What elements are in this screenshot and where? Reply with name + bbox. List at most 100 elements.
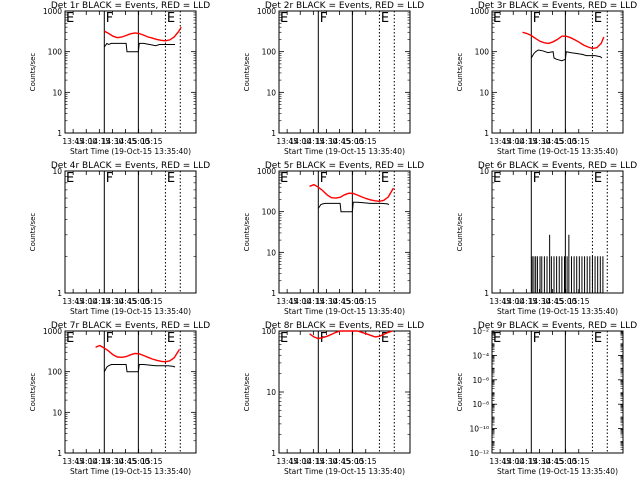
x-tick-label: 14:45 xyxy=(115,137,137,146)
y-axis-label: Counts/sec xyxy=(29,373,37,412)
chart-panel-2: Det 2r BLACK = Events, RED = LLD 1 10 100 10… xyxy=(243,1,424,156)
y-axis-label: Counts/sec xyxy=(243,53,251,92)
chart-panel-3: Det 3r BLACK = Events, RED = LLD 1 10 100 10… xyxy=(456,1,637,156)
y-tick-label: 1 xyxy=(484,289,489,298)
x-tick-label: 15:00 xyxy=(128,137,150,146)
x-tick-label: 15:15 xyxy=(141,457,163,466)
x-tick-label: 13:45 xyxy=(489,457,511,466)
y-tick-label: 1000 xyxy=(43,327,62,336)
x-tick-label: 14:30 xyxy=(102,297,124,306)
lld-series-line xyxy=(309,330,393,340)
marker-label: F xyxy=(106,11,113,26)
x-tick-label: 14:30 xyxy=(316,297,338,306)
x-tick-label: 15:15 xyxy=(141,297,163,306)
x-axis-label: Start Time (19-Oct-15 13:35:40) xyxy=(70,467,191,476)
y-tick-label: 10 xyxy=(52,408,62,417)
chart-panel-4: Det 4r BLACK = Events, RED = LLD 1 10 13:45… xyxy=(29,161,210,316)
x-tick-label: 15:00 xyxy=(342,297,364,306)
y-tick-label: 10 xyxy=(266,88,276,97)
y-tick-label: 10⁻⁶ xyxy=(472,376,489,385)
marker-label: F xyxy=(106,171,113,186)
chart-title: Det 3r BLACK = Events, RED = LLD xyxy=(478,1,637,11)
x-tick-label: 14:00 xyxy=(75,137,97,146)
y-axis-label: Counts/sec xyxy=(243,213,251,252)
x-tick-label: 14:45 xyxy=(115,297,137,306)
y-tick-label: 10 xyxy=(479,167,489,176)
x-axis-label: Start Time (19-Oct-15 13:35:40) xyxy=(70,307,191,316)
marker-label: F xyxy=(320,331,327,346)
x-tick-label: 13:45 xyxy=(276,457,298,466)
lld-series-line xyxy=(95,344,180,363)
y-tick-label: 10 xyxy=(52,88,62,97)
marker-label: F xyxy=(533,331,540,346)
y-tick-label: 1000 xyxy=(43,7,62,16)
y-axis-label: Counts/sec xyxy=(29,53,37,92)
events-series-line xyxy=(103,364,176,373)
x-tick-label: 13:45 xyxy=(62,457,84,466)
x-tick-label: 14:00 xyxy=(502,297,524,306)
x-tick-label: 14:15 xyxy=(89,137,111,146)
chart-title: Det 8r BLACK = Events, RED = LLD xyxy=(265,321,424,331)
x-tick-label: 14:30 xyxy=(102,137,124,146)
chart-title: Det 6r BLACK = Events, RED = LLD xyxy=(478,161,637,171)
marker-label: F xyxy=(320,11,327,26)
y-axis-label: Counts/sec xyxy=(243,373,251,412)
x-tick-label: 14:45 xyxy=(542,297,564,306)
x-tick-label: 15:00 xyxy=(555,297,577,306)
plot-frame xyxy=(278,170,411,294)
x-tick-label: 15:15 xyxy=(568,297,590,306)
x-tick-label: 14:00 xyxy=(289,137,311,146)
x-tick-label: 14:15 xyxy=(303,297,325,306)
y-tick-label: 100 xyxy=(262,327,277,336)
marker-label: F xyxy=(533,171,540,186)
x-tick-label: 14:45 xyxy=(329,457,351,466)
y-tick-label: 100 xyxy=(262,48,277,57)
y-tick-label: 10⁻⁴ xyxy=(472,351,489,360)
x-tick-label: 13:45 xyxy=(489,137,511,146)
plot-frame xyxy=(491,10,624,134)
y-tick-label: 10⁻² xyxy=(472,327,489,336)
x-tick-label: 14:00 xyxy=(289,457,311,466)
marker-label: E xyxy=(594,171,602,186)
x-tick-label: 14:30 xyxy=(316,137,338,146)
y-tick-label: 100 xyxy=(48,368,63,377)
events-series-line xyxy=(317,201,390,213)
y-tick-label: 10 xyxy=(479,88,489,97)
events-series-line xyxy=(103,42,175,53)
y-tick-label: 1 xyxy=(271,289,276,298)
lld-series-line xyxy=(103,26,182,42)
x-axis-label: Start Time (19-Oct-15 13:35:40) xyxy=(497,147,618,156)
x-tick-label: 14:15 xyxy=(89,297,111,306)
y-tick-label: 1 xyxy=(484,129,489,138)
chart-title: Det 2r BLACK = Events, RED = LLD xyxy=(265,1,424,11)
x-tick-label: 15:00 xyxy=(128,297,150,306)
plot-frame xyxy=(64,170,197,294)
x-axis-label: Start Time (19-Oct-15 13:35:40) xyxy=(284,467,405,476)
marker-label: E xyxy=(167,171,175,186)
x-tick-label: 13:45 xyxy=(62,297,84,306)
x-tick-label: 14:15 xyxy=(516,137,538,146)
y-tick-label: 1000 xyxy=(470,7,489,16)
y-tick-label: 1 xyxy=(271,129,276,138)
marker-label: E xyxy=(280,171,288,186)
lld-series-line xyxy=(522,31,605,50)
chart-title: Det 1r BLACK = Events, RED = LLD xyxy=(51,1,210,11)
x-tick-label: 14:15 xyxy=(303,457,325,466)
x-tick-label: 14:45 xyxy=(542,457,564,466)
chart-title: Det 4r BLACK = Events, RED = LLD xyxy=(51,161,210,171)
plot-frame xyxy=(491,330,624,454)
x-tick-label: 14:15 xyxy=(516,457,538,466)
x-tick-label: 15:15 xyxy=(355,457,377,466)
y-tick-label: 1 xyxy=(57,289,62,298)
y-tick-label: 10⁻¹⁰ xyxy=(469,425,489,434)
plot-frame xyxy=(64,330,197,454)
x-tick-label: 14:30 xyxy=(529,297,551,306)
y-tick-label: 10 xyxy=(266,248,276,257)
x-tick-label: 14:30 xyxy=(529,457,551,466)
chart-panel-8: Det 8r BLACK = Events, RED = LLD 1 10 100 13… xyxy=(243,321,424,476)
x-tick-label: 15:15 xyxy=(141,137,163,146)
x-tick-label: 14:45 xyxy=(329,297,351,306)
x-tick-label: 13:45 xyxy=(489,297,511,306)
y-tick-label: 10 xyxy=(266,388,276,397)
marker-label: E xyxy=(381,171,389,186)
